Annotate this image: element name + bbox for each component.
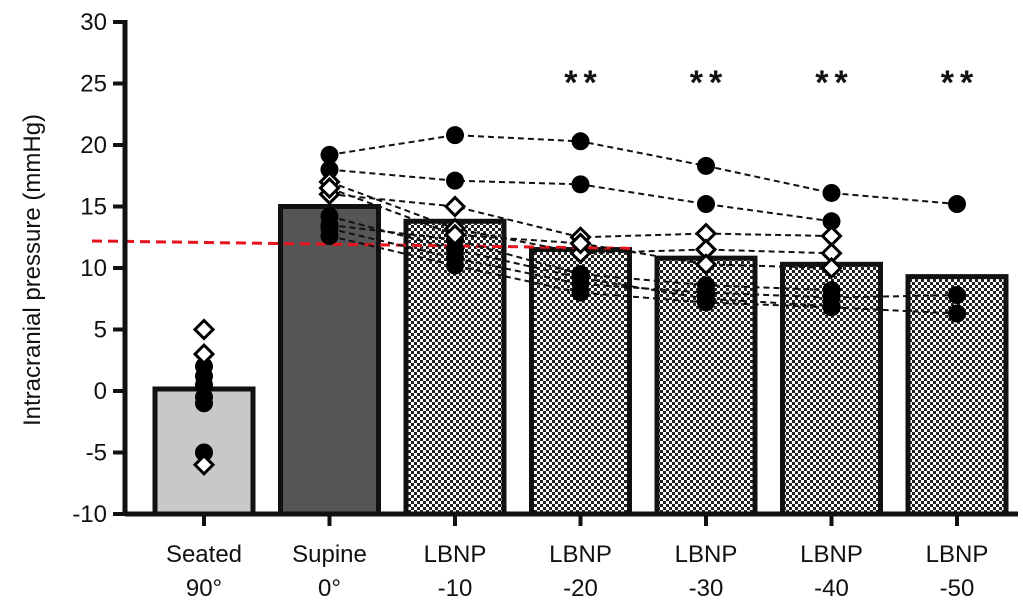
point-s4-c0	[195, 375, 213, 394]
point-s7-c0	[192, 342, 216, 366]
point-s6-c0	[192, 318, 216, 341]
x-label-line1-4: LBNP	[675, 541, 738, 568]
y-tick-label-0: 0	[94, 378, 107, 405]
x-label-line2-5: -40	[814, 575, 849, 602]
y-tick-label-25: 25	[80, 71, 107, 98]
point-s8-c0	[192, 453, 216, 476]
point-s8-c4	[694, 253, 718, 276]
point-s0-c1	[320, 145, 339, 164]
point-s0-c5	[822, 183, 841, 202]
significance-3: **	[564, 64, 602, 102]
point-s5-c3	[571, 268, 590, 287]
x-label-line1-2: LBNP	[424, 541, 487, 568]
point-s1-c2	[446, 171, 464, 190]
y-tick-label-15: 15	[80, 194, 107, 221]
reference-line-layer	[91, 239, 631, 250]
x-label-line2-0: 90°	[186, 575, 222, 602]
subject-line-0	[329, 134, 958, 206]
point-s1-c4	[697, 195, 715, 214]
point-s5-c4	[697, 289, 715, 308]
point-s1-c5	[822, 212, 841, 231]
reference-line	[91, 239, 631, 250]
x-label-line2-2: -10	[438, 575, 473, 602]
bar-3	[529, 247, 632, 517]
y-tick-label-30: 30	[80, 9, 107, 36]
x-label-line1-6: LBNP	[926, 541, 989, 568]
y-axis-title: Intracranial pressure (mmHg)	[19, 114, 46, 426]
point-s3-c6	[948, 304, 966, 323]
point-s6-c2	[443, 195, 467, 218]
x-label-line1-1: Supine	[292, 541, 367, 568]
point-s2-c0	[195, 443, 213, 462]
point-s4-c4	[697, 276, 715, 295]
point-s2-c6	[948, 286, 966, 305]
point-s5-c1	[320, 207, 339, 226]
point-s8-c5	[820, 256, 843, 280]
x-label-line1-0: Seated	[166, 541, 242, 568]
point-s8-c2	[443, 223, 467, 246]
labels-layer: Intracranial pressure (mmHg) -10-5051015…	[19, 9, 988, 602]
point-s4-c5	[822, 281, 841, 300]
significance-6: **	[941, 64, 979, 102]
point-s1-c3	[571, 175, 590, 194]
point-s0-c6	[948, 195, 966, 214]
axes-layer	[113, 20, 1018, 526]
subject-points-layer	[192, 126, 966, 476]
x-label-line2-3: -20	[563, 575, 598, 602]
point-s0-c4	[697, 156, 715, 175]
point-s3-c2	[446, 256, 464, 275]
point-s0-c2	[446, 126, 464, 145]
subject-line-3	[329, 235, 958, 315]
y-tick-label--5: -5	[86, 440, 107, 467]
point-s1-c1	[320, 160, 339, 179]
y-tick-label-20: 20	[80, 132, 107, 159]
x-label-line1-3: LBNP	[549, 541, 612, 568]
y-tick-label-5: 5	[94, 317, 107, 344]
x-label-line1-5: LBNP	[800, 541, 863, 568]
y-tick-label-10: 10	[80, 255, 107, 282]
subject-line-4	[329, 223, 832, 292]
x-label-line2-4: -30	[689, 575, 724, 602]
point-s5-c0	[195, 357, 213, 376]
y-tick-label--10: -10	[72, 501, 107, 528]
significance-4: **	[690, 64, 728, 102]
point-s1-c0	[195, 394, 213, 413]
point-s0-c3	[571, 132, 590, 151]
significance-5: **	[815, 64, 853, 102]
bar-1	[278, 204, 381, 517]
point-s5-c2	[446, 240, 464, 259]
point-s8-c3	[569, 232, 592, 255]
x-label-line2-6: -50	[940, 575, 975, 602]
point-s8-c1	[318, 176, 341, 200]
x-label-line2-1: 0°	[318, 575, 341, 602]
point-s3-c3	[571, 283, 590, 302]
point-s5-c5	[822, 297, 841, 316]
